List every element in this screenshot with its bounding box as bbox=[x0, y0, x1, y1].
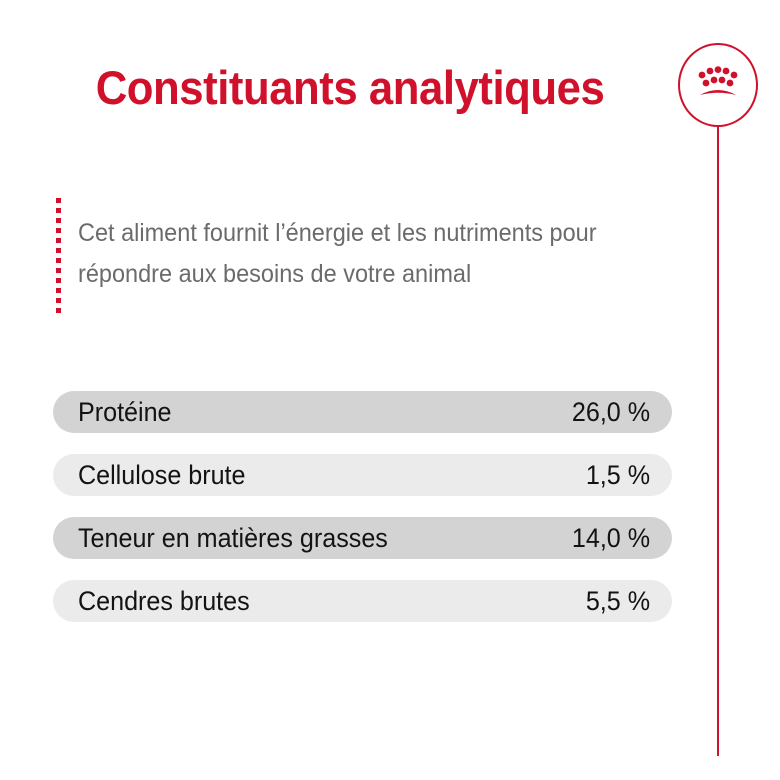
crown-icon bbox=[698, 66, 738, 95]
nutrient-row-crude-fibre: Cellulose brute 1,5 % bbox=[53, 454, 672, 496]
nutrient-value: 5,5 % bbox=[585, 585, 650, 616]
nutrient-label: Teneur en matières grasses bbox=[78, 522, 388, 553]
logo-circle-outline bbox=[678, 43, 758, 127]
nutrient-value: 1,5 % bbox=[585, 459, 650, 490]
nutrient-row-fat-content: Teneur en matières grasses 14,0 % bbox=[53, 517, 672, 559]
nutrient-value: 14,0 % bbox=[571, 522, 650, 553]
intro-paragraph: Cet aliment fournit l’énergie et les nut… bbox=[78, 219, 597, 288]
nutrient-row-protein: Protéine 26,0 % bbox=[53, 391, 672, 433]
nutrient-label: Protéine bbox=[78, 396, 172, 427]
brand-logo bbox=[678, 43, 760, 129]
nutrient-row-crude-ash: Cendres brutes 5,5 % bbox=[53, 580, 672, 622]
nutrient-label: Cellulose brute bbox=[78, 459, 246, 490]
nutrient-label: Cendres brutes bbox=[78, 585, 250, 616]
page-title: Constituants analytiques bbox=[95, 61, 605, 114]
logo-stem-line bbox=[717, 126, 719, 756]
dotted-accent-line bbox=[56, 198, 61, 318]
nutrient-list: Protéine 26,0 % Cellulose brute 1,5 % Te… bbox=[53, 391, 672, 643]
nutrient-value: 26,0 % bbox=[571, 396, 650, 427]
